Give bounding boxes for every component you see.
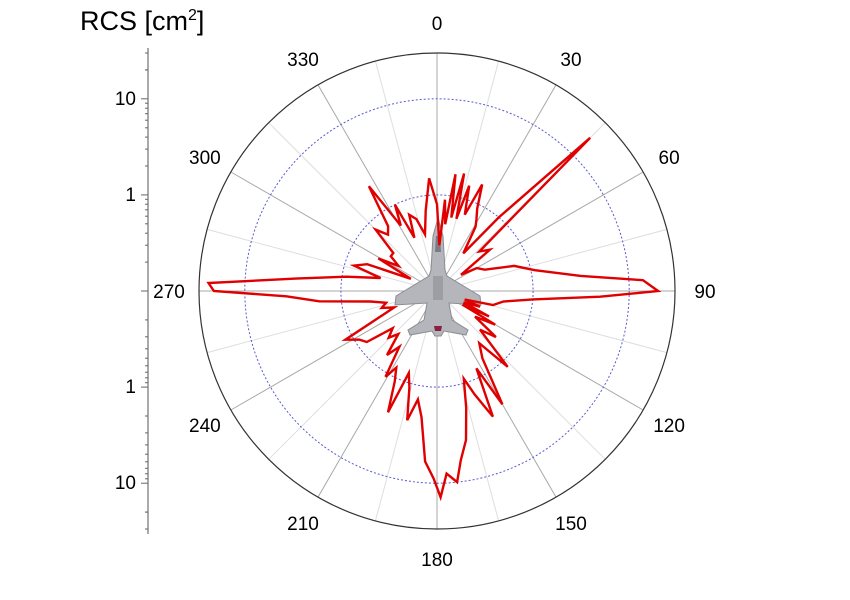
angle-label: 30	[560, 50, 581, 71]
angle-label: 300	[189, 148, 221, 169]
outer-circle	[198, 52, 676, 530]
angle-label: 60	[659, 148, 680, 169]
angle-label: 120	[653, 416, 685, 437]
scale-tick-label: 1	[125, 377, 136, 398]
radial-gridline	[268, 290, 438, 460]
radial-scale-axis	[141, 48, 149, 534]
radial-gridline	[317, 84, 438, 292]
scale-tick-label: 10	[115, 89, 136, 110]
chart-title: RCS [cm2]	[80, 6, 205, 36]
angle-label: 270	[153, 282, 185, 303]
radial-gridline	[374, 60, 438, 292]
scale-tick-label: 10	[115, 473, 136, 494]
log-gridline-circle	[244, 98, 630, 484]
angle-label: 210	[287, 514, 319, 535]
angle-label: 150	[555, 514, 587, 535]
log-gridline-circle	[340, 194, 534, 388]
rcs-series	[206, 136, 662, 502]
radial-gridline	[206, 228, 438, 292]
rcs-series-line	[206, 136, 662, 502]
radial-gridline	[230, 290, 438, 411]
radial-gridline	[436, 228, 668, 292]
radial-gridline	[436, 290, 606, 460]
radial-gridline	[436, 84, 557, 292]
angle-labels: 0 30 60 90 120 150 180 210 240 270 300 330	[153, 14, 715, 571]
radial-gridline	[230, 171, 438, 292]
angle-label: 240	[189, 416, 221, 437]
radial-gridline	[436, 60, 500, 292]
angle-label: 180	[421, 550, 453, 571]
scale-tick-label: 1	[125, 185, 136, 206]
angle-label: 330	[287, 50, 319, 71]
angle-label: 0	[432, 14, 443, 35]
angle-label: 90	[694, 282, 715, 303]
aircraft-icon	[394, 216, 482, 337]
radial-gridline	[317, 290, 438, 498]
radial-gridline	[268, 122, 438, 292]
radial-scale-labels: 10 1 1 10	[115, 89, 136, 494]
